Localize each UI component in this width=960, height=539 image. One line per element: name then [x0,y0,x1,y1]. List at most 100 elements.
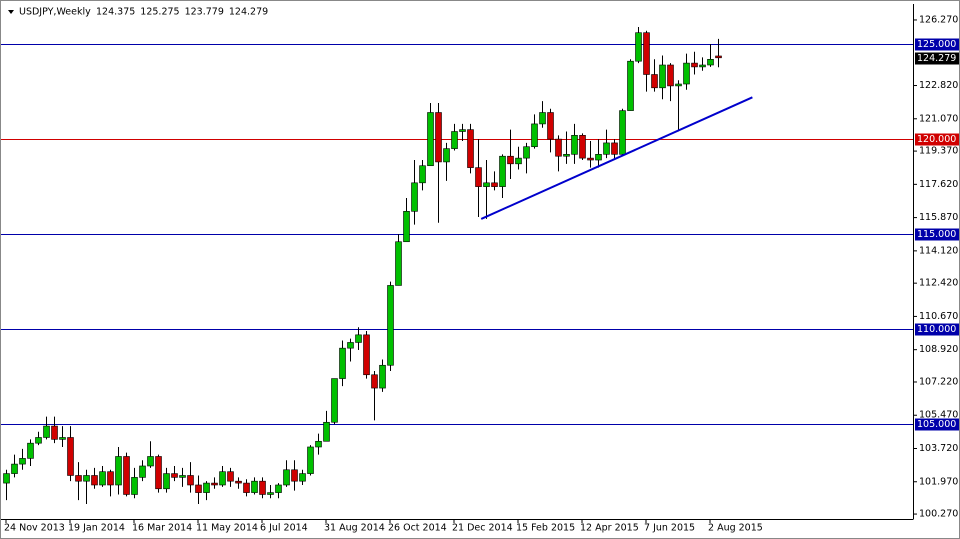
candle-body [51,425,58,440]
candle-body [547,112,554,140]
y-tick-label: 115.870 [919,212,958,223]
candle-body [467,129,474,168]
candle-body [515,157,522,165]
y-tick-label: 112.420 [919,278,958,289]
candle-body [307,446,314,474]
candle-body [579,135,586,159]
candle-body [59,437,66,440]
candle-body [563,154,570,157]
candle-body [11,463,18,474]
candle-body [139,465,146,478]
candle-body [411,182,418,212]
x-tick-label: 7 Jun 2015 [644,523,695,534]
x-tick-label: 6 Jul 2014 [260,523,308,534]
candle-body [499,155,506,187]
candle-body [451,131,458,149]
candle-body [283,469,290,486]
candle-body [259,480,266,495]
level-label-box [915,38,959,51]
candle-body [67,437,74,476]
menu-arrow[interactable] [8,10,14,14]
level-label: 105.000 [917,419,956,430]
candle-body [147,456,154,467]
candle-body [299,473,306,482]
last-price-box [915,52,959,65]
candle-body [43,425,50,438]
candle-body [203,482,210,493]
x-tick-label: 2 Aug 2015 [708,523,763,534]
candle-body [595,154,602,161]
candle-body [211,482,218,486]
candle-body [603,142,610,155]
candle-body [667,64,674,87]
level-label: 110.000 [917,324,956,335]
candle-body [699,64,706,68]
x-tick-label: 21 Dec 2014 [452,523,513,534]
level-label: 115.000 [917,229,956,240]
candle-body [587,157,594,161]
header-value: 124.375 [96,7,135,18]
level-label: 125.000 [917,39,956,50]
candle-body [707,59,714,66]
candle-body [131,477,138,495]
candle-body [691,62,698,68]
candle-body [635,32,642,62]
header-value: 125.275 [140,7,179,18]
candle-body [683,62,690,85]
candle-body [403,211,410,243]
candle-body [611,142,618,155]
candle-body [331,378,338,423]
candle-body [507,155,514,165]
candle-body [459,129,466,132]
candle-body [155,456,162,490]
candle-body [75,475,82,482]
candle-body [347,342,354,349]
y-tick-label: 114.120 [919,245,958,256]
y-tick-label: 107.220 [919,376,958,387]
x-tick-label: 12 Apr 2015 [580,523,639,534]
candle-body [235,480,242,484]
candle-body [651,74,658,89]
header-value: 124.279 [229,7,268,18]
candle-body [419,165,426,184]
trendline [480,96,753,220]
y-tick-label: 122.820 [919,80,958,91]
y-tick-label: 100.270 [919,509,958,520]
candle-body [227,471,234,482]
y-tick-label: 117.620 [919,179,958,190]
candle-body [187,475,194,486]
y-tick-label: 121.070 [919,113,958,124]
candle-body [291,469,298,482]
candle-body [83,475,90,482]
level-label-box [915,228,959,241]
level-label-box [915,418,959,431]
y-tick-label: 108.920 [919,344,958,355]
y-tick-label: 110.670 [919,311,958,322]
candle-body [371,374,378,389]
candle-body [323,421,330,442]
candle-body [251,480,258,493]
x-tick-label: 31 Aug 2014 [324,523,385,534]
candle-body [531,123,538,148]
candle-body [179,475,186,478]
candle-body [395,241,402,286]
candle-body [219,471,226,486]
candle-body [427,112,434,167]
header-value: 123.779 [185,7,224,18]
x-tick-label: 15 Feb 2015 [516,523,575,534]
level-label-box [915,323,959,336]
candle-body [555,138,562,157]
candle-body [107,471,114,486]
candle-body [19,458,26,465]
x-tick-label: 16 Mar 2014 [132,523,192,534]
last-price-label: 124.279 [917,53,956,64]
y-tick-label: 119.370 [919,146,958,157]
candle-body [115,456,122,486]
candle-body [523,146,530,159]
candle-body [275,484,282,493]
x-tick-label: 11 May 2014 [196,523,258,534]
candle-body [91,475,98,486]
candle-body [491,182,498,187]
